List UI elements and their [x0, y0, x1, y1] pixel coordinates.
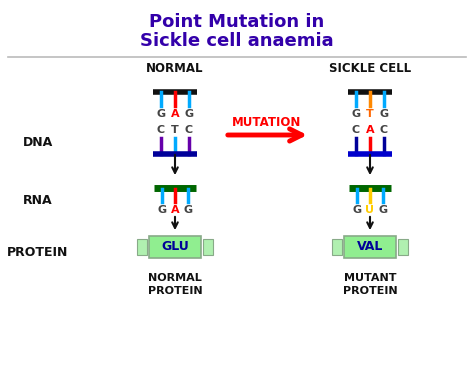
Text: MUTANT: MUTANT: [344, 273, 396, 283]
Text: G: G: [184, 109, 193, 119]
Text: SICKLE CELL: SICKLE CELL: [329, 62, 411, 76]
Bar: [203, 239, 213, 255]
Text: A: A: [171, 205, 179, 215]
Text: VAL: VAL: [357, 241, 383, 254]
Text: C: C: [185, 125, 193, 135]
Text: C: C: [352, 125, 360, 135]
Text: Sickle cell anaemia: Sickle cell anaemia: [140, 32, 334, 50]
Text: C: C: [380, 125, 388, 135]
Text: DNA: DNA: [23, 135, 53, 149]
Bar: [332, 239, 342, 255]
Text: T: T: [171, 125, 179, 135]
Bar: [149, 236, 201, 258]
Text: Point Mutation in: Point Mutation in: [149, 13, 325, 31]
Text: G: G: [378, 205, 388, 215]
Text: GLU: GLU: [161, 241, 189, 254]
Bar: [398, 239, 408, 255]
Text: RNA: RNA: [23, 193, 53, 206]
Text: NORMAL: NORMAL: [148, 273, 202, 283]
Text: G: G: [351, 109, 361, 119]
Text: PROTEIN: PROTEIN: [148, 286, 202, 296]
Text: G: G: [183, 205, 192, 215]
Bar: [344, 236, 396, 258]
Text: G: G: [156, 109, 165, 119]
Text: U: U: [365, 205, 374, 215]
Text: NORMAL: NORMAL: [146, 62, 204, 76]
Text: MUTATION: MUTATION: [232, 115, 301, 128]
Text: G: G: [353, 205, 362, 215]
Text: G: G: [157, 205, 166, 215]
Text: G: G: [380, 109, 389, 119]
Text: T: T: [366, 109, 374, 119]
Text: C: C: [157, 125, 165, 135]
Bar: [137, 239, 147, 255]
Text: PROTEIN: PROTEIN: [7, 245, 69, 259]
Text: PROTEIN: PROTEIN: [343, 286, 397, 296]
Text: A: A: [365, 125, 374, 135]
Text: A: A: [171, 109, 179, 119]
